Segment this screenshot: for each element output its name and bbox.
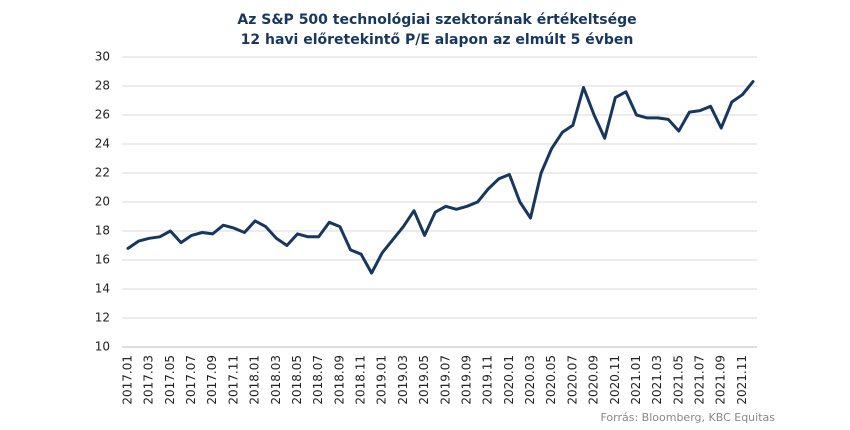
x-tick-label: 2021.03 xyxy=(650,355,664,405)
x-tick-label: 2021.07 xyxy=(693,355,707,405)
y-tick-label: 18 xyxy=(95,224,110,238)
x-tick-label: 2020.03 xyxy=(523,355,537,405)
x-tick-label: 2017.03 xyxy=(142,355,156,405)
x-tick-label: 2018.09 xyxy=(332,355,346,405)
x-tick-label: 2019.01 xyxy=(375,355,389,405)
line xyxy=(126,80,755,275)
y-tick-label: 12 xyxy=(95,311,110,325)
x-tick-label: 2019.05 xyxy=(417,355,431,405)
y-tick-label: 14 xyxy=(95,282,110,296)
y-tick-label: 16 xyxy=(95,253,110,267)
x-tick-label: 2019.03 xyxy=(396,355,410,405)
x-tick-label: 2018.07 xyxy=(311,355,325,405)
x-tick-label: 2021.01 xyxy=(629,355,643,405)
y-tick-label: 24 xyxy=(95,137,110,151)
x-tick-label: 2021.05 xyxy=(671,355,685,405)
x-tick-label: 2018.11 xyxy=(354,355,368,405)
x-tick-label: 2018.05 xyxy=(290,355,304,405)
x-tick-label: 2020.11 xyxy=(608,355,622,405)
y-tick-label: 26 xyxy=(95,108,110,122)
x-tick-label: 2019.09 xyxy=(459,355,473,405)
x-tick-label: 2020.07 xyxy=(565,355,579,405)
y-tick-label: 30 xyxy=(95,50,110,64)
x-tick-label: 2021.11 xyxy=(735,355,749,405)
x-tick-label: 2020.09 xyxy=(587,355,601,405)
x-tick-label: 2017.05 xyxy=(163,355,177,405)
y-tick-label: 28 xyxy=(95,79,110,93)
x-tick-label: 2019.07 xyxy=(438,355,452,405)
x-tick-label: 2021.09 xyxy=(714,355,728,405)
x-tick-label: 2017.11 xyxy=(226,355,240,405)
source: Forrás: Bloomberg, KBC Equitas xyxy=(600,411,775,424)
y-tick-label: 20 xyxy=(95,195,110,209)
x-tick-label: 2019.11 xyxy=(481,355,495,405)
y-tick-label: 10 xyxy=(95,340,110,354)
x-tick-label: 2020.01 xyxy=(502,355,516,405)
chart-subtitle: 12 havi előretekintő P/E alapon az elmúl… xyxy=(241,32,634,48)
x-tick-label: 2017.09 xyxy=(205,355,219,405)
x-tick-label: 2020.05 xyxy=(544,355,558,405)
x-tick-label: 2018.01 xyxy=(248,355,262,405)
x-tick-label: 2017.01 xyxy=(121,355,135,405)
x-tick-label: 2017.07 xyxy=(184,355,198,405)
chart-title: Az S&P 500 technológiai szektorának érté… xyxy=(237,12,636,28)
x-tick-label: 2018.03 xyxy=(269,355,283,405)
y-tick-label: 22 xyxy=(95,166,110,180)
